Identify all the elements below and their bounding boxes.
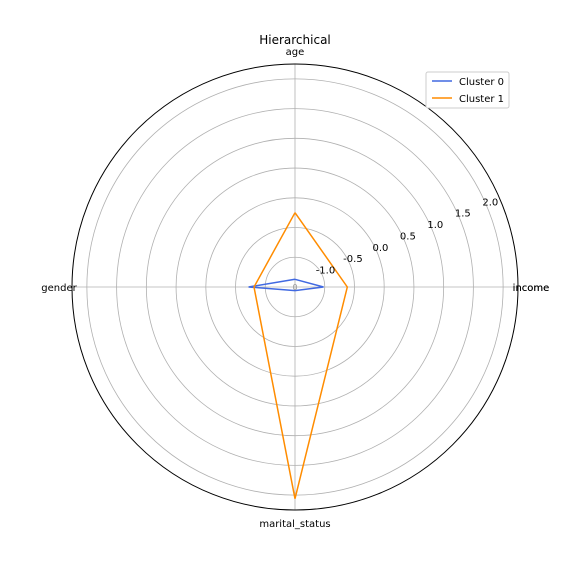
radial-tick-label-6: 2.0 (482, 197, 498, 208)
category-label-duplicate-0: income (513, 283, 550, 294)
series-line-cluster-0 (248, 278, 324, 292)
chart-title: Hierarchical (259, 33, 331, 47)
radial-tick-label-4: 1.0 (427, 220, 443, 231)
radial-tick-label-2: 0.0 (372, 243, 388, 254)
axis-labels: -1.0 -0.5 0.0 0.5 1.0 1.5 2.0 0 age income marital… (41, 47, 549, 530)
center-tick-label: 0 (292, 283, 297, 292)
category-label-marital_status: marital_status (259, 519, 330, 530)
legend-label-cluster-0: Cluster 0 (459, 77, 504, 88)
legend: Cluster 0 Cluster 1 (425, 71, 510, 109)
radial-tick-label-5: 1.5 (455, 209, 471, 220)
legend-label-cluster-1: Cluster 1 (459, 94, 504, 105)
radial-tick-label-3: 0.5 (400, 231, 416, 242)
outer-frame (71, 63, 519, 511)
category-label-income: income (513, 283, 550, 294)
series-lines (248, 212, 349, 499)
radial-tick-label-0: -1.0 (316, 266, 336, 277)
series-line-cluster-1 (253, 212, 349, 499)
radial-tick-label-1: -0.5 (343, 254, 363, 265)
category-label-age: age (286, 47, 305, 58)
category-label-gender: gender (41, 283, 77, 294)
